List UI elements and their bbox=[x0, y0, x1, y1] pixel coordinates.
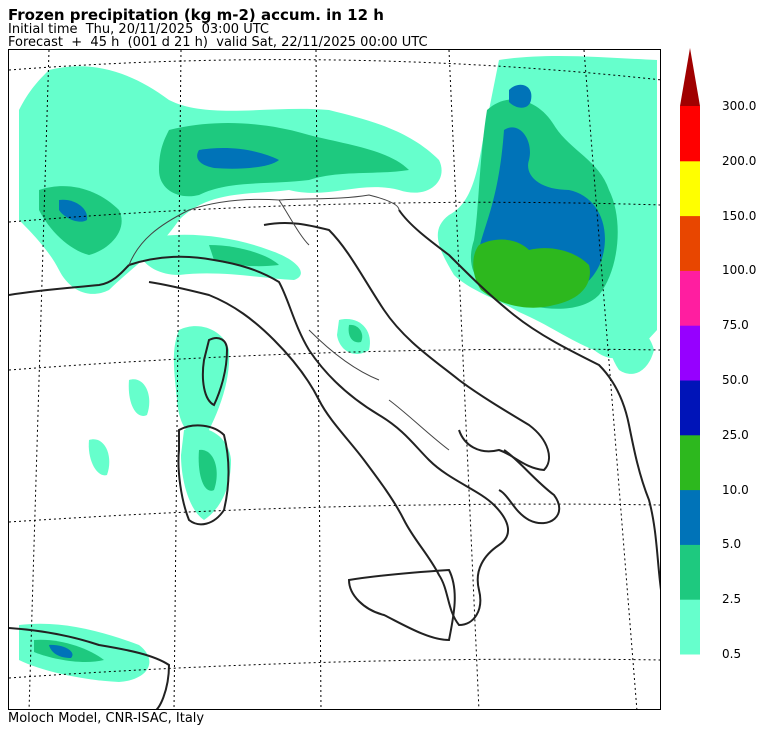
legend-level-label: 300.0 bbox=[722, 99, 757, 113]
legend-band bbox=[680, 215, 700, 271]
legend-level-label: 2.5 bbox=[722, 592, 742, 607]
legend-band bbox=[680, 106, 700, 162]
legend-arrow bbox=[680, 48, 700, 106]
initial-time: Initial time Thu, 20/11/2025 03:00 UTC bbox=[8, 22, 269, 37]
legend-level-label: 50.0 bbox=[722, 373, 749, 387]
legend-band bbox=[680, 489, 700, 545]
forecast-valid-time: Forecast + 45 h (001 d 21 h) valid Sat, … bbox=[8, 35, 428, 50]
map-title: Frozen precipitation (kg m-2) accum. in … bbox=[8, 6, 384, 24]
legend-band bbox=[680, 434, 700, 491]
legend-band bbox=[680, 270, 700, 326]
legend-level-label: 200.0 bbox=[722, 153, 757, 168]
legend-band bbox=[680, 544, 700, 600]
legend-level-label: 75.0 bbox=[722, 318, 749, 333]
model-credit: Moloch Model, CNR-ISAC, Italy bbox=[8, 711, 205, 726]
color-legend: 0.5 2.5 5.0 10.0 25.0 50.0 75.0 100.0 150.0 200.0… bbox=[674, 48, 760, 660]
forecast-map bbox=[8, 49, 661, 710]
borders bbox=[128, 194, 450, 451]
legend-level-label: 25.0 bbox=[722, 427, 749, 442]
legend-band bbox=[680, 160, 700, 217]
legend-level-label: 10.0 bbox=[722, 482, 749, 497]
legend-level-label: 100.0 bbox=[722, 263, 757, 278]
legend-colorbar bbox=[680, 48, 700, 655]
legend-band bbox=[680, 325, 700, 381]
legend-level-label: 5.0 bbox=[722, 537, 742, 552]
legend-level-label: 150.0 bbox=[722, 208, 757, 223]
precipitation-field bbox=[19, 55, 657, 682]
legend-band bbox=[680, 599, 700, 655]
legend-band bbox=[680, 380, 700, 436]
coastlines bbox=[9, 209, 660, 709]
legend-level-label: 0.5 bbox=[722, 647, 742, 661]
